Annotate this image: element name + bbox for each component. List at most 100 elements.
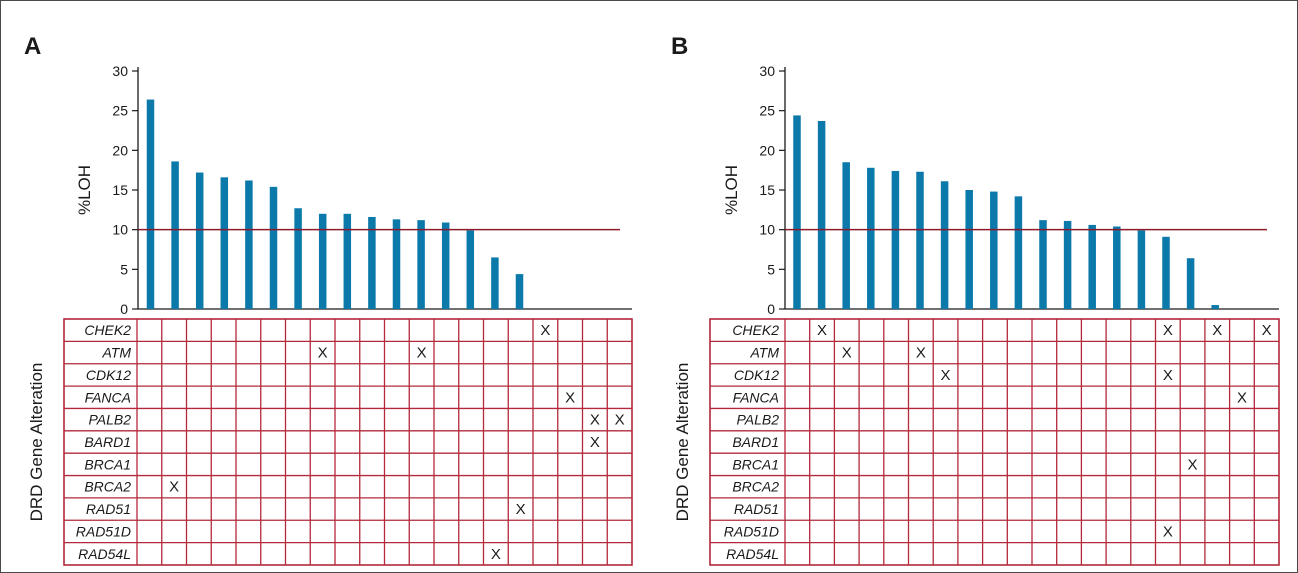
alteration-mark: X	[1237, 389, 1247, 406]
gene-label: PALB2	[736, 412, 779, 428]
y-axis-label: %LOH	[722, 165, 741, 215]
alteration-mark: X	[540, 322, 550, 339]
gene-label: FANCA	[733, 389, 779, 405]
bar	[1162, 236, 1170, 309]
gene-alteration-axis-label: DRD Gene Alteration	[673, 363, 692, 522]
bar	[146, 99, 155, 309]
panel-b: B 0 5 10 15 20 25 30 %LOH CHEK2 ATM CDK12 FANCA PALB2…	[671, 33, 1280, 566]
bar	[515, 274, 524, 309]
gene-grid-border	[63, 318, 633, 566]
gene-label: BRCA2	[84, 479, 131, 495]
y-tick-label: 25	[759, 103, 775, 119]
alteration-mark: X	[842, 345, 852, 362]
bar	[220, 177, 229, 309]
gene-label: RAD51D	[76, 523, 131, 539]
panel-a: A 0 5 10 15 20 25 30 %LOH CHEK2 ATM CDK12 FANCA PALB2…	[24, 33, 633, 566]
bar	[491, 257, 499, 309]
bar	[392, 219, 401, 309]
y-tick-label: 5	[120, 261, 128, 277]
bar	[466, 230, 475, 309]
gene-label: PALB2	[88, 412, 131, 428]
alteration-mark: X	[565, 389, 575, 406]
bar	[269, 186, 278, 309]
bar	[1186, 258, 1195, 309]
y-axis-label: %LOH	[75, 165, 94, 215]
bar	[793, 115, 801, 309]
y-tick-label: 10	[759, 222, 775, 238]
alteration-mark: X	[1262, 322, 1272, 339]
y-tick-label: 20	[759, 142, 775, 158]
bar	[318, 213, 327, 309]
bar	[990, 191, 998, 309]
alteration-mark: X	[1163, 523, 1173, 540]
gene-label: BRCA2	[732, 479, 779, 495]
gene-label: CDK12	[86, 367, 131, 383]
alteration-mark: X	[615, 412, 625, 429]
bar	[171, 161, 179, 309]
alteration-mark: X	[516, 501, 526, 518]
gene-label: RAD51	[86, 501, 131, 517]
bar	[1014, 196, 1023, 309]
y-tick-label: 0	[767, 301, 775, 317]
bar	[867, 167, 875, 309]
y-tick-label: 15	[759, 182, 775, 198]
gene-alteration-axis-label: DRD Gene Alteration	[27, 363, 46, 522]
alteration-mark: X	[169, 479, 179, 496]
gene-label: CHEK2	[84, 322, 131, 338]
bar	[441, 222, 450, 309]
panel-letter: B	[671, 33, 688, 60]
bar	[195, 172, 204, 309]
gene-label: CHEK2	[732, 322, 779, 338]
alteration-mark: X	[318, 345, 328, 362]
alteration-mark: X	[817, 322, 827, 339]
alteration-mark: X	[590, 412, 600, 429]
bar	[368, 216, 376, 309]
alteration-mark: X	[1163, 322, 1173, 339]
panel-letter: A	[24, 33, 41, 60]
gene-label: ATM	[749, 345, 779, 361]
y-tick-label: 30	[112, 63, 128, 79]
gene-label: BARD1	[84, 434, 131, 450]
y-tick-label: 25	[112, 103, 128, 119]
gene-label: RAD51	[734, 501, 779, 517]
bar	[842, 162, 850, 309]
alteration-mark: X	[417, 345, 427, 362]
gene-label: ATM	[101, 345, 131, 361]
bar	[965, 190, 973, 309]
bar	[817, 120, 826, 309]
bar	[1088, 224, 1096, 309]
y-tick-label: 15	[112, 182, 128, 198]
gene-label: RAD54L	[726, 546, 779, 562]
alteration-mark: X	[941, 367, 951, 384]
alteration-mark: X	[916, 345, 926, 362]
y-tick-label: 30	[759, 63, 775, 79]
alteration-mark: X	[1188, 456, 1198, 473]
gene-label: CDK12	[734, 367, 779, 383]
gene-label: FANCA	[85, 389, 131, 405]
y-tick-label: 0	[120, 301, 128, 317]
bar	[417, 220, 425, 309]
gene-label: BRCA1	[732, 456, 779, 472]
y-tick-label: 5	[767, 261, 775, 277]
bar	[916, 171, 924, 309]
bar	[891, 170, 900, 309]
y-tick-label: 10	[112, 222, 128, 238]
bar	[294, 208, 302, 309]
bar	[245, 180, 253, 309]
alteration-mark: X	[1163, 367, 1173, 384]
gene-label: RAD51D	[724, 523, 779, 539]
bar	[940, 181, 949, 309]
bar	[343, 213, 352, 309]
bar	[1137, 230, 1146, 309]
gene-label: RAD54L	[78, 546, 131, 562]
alteration-mark: X	[590, 434, 600, 451]
gene-label: BRCA1	[84, 456, 131, 472]
bar	[1211, 305, 1219, 309]
alteration-mark: X	[491, 546, 501, 563]
bar	[1063, 220, 1072, 309]
alteration-mark: X	[1212, 322, 1222, 339]
y-tick-label: 20	[112, 142, 128, 158]
bar	[1039, 220, 1047, 309]
bar	[1113, 226, 1121, 309]
